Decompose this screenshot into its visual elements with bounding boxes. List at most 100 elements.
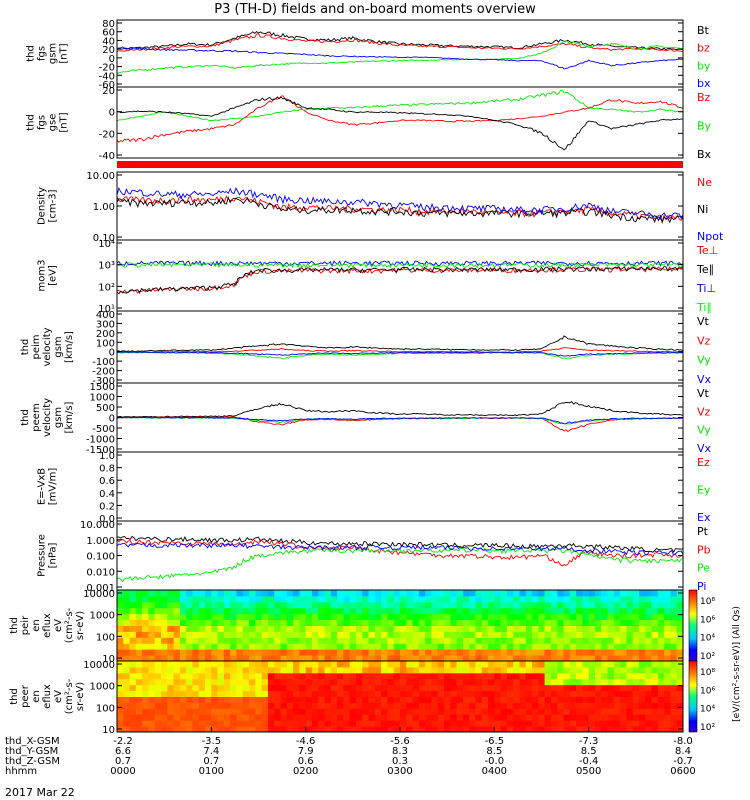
spectrogram-cell bbox=[274, 690, 282, 697]
spectrogram-cell bbox=[456, 625, 464, 632]
y-axis-label: E=-VxB bbox=[37, 468, 48, 505]
spectrogram-cell bbox=[620, 655, 627, 662]
spectrogram-cell bbox=[324, 637, 332, 644]
spectrogram-cell bbox=[532, 702, 539, 709]
spectrogram-cell bbox=[670, 619, 678, 626]
spectrogram-cell bbox=[343, 690, 351, 697]
spectrogram-cell bbox=[569, 714, 577, 721]
spectrogram-cell bbox=[261, 601, 269, 609]
legend-Pe: Pe bbox=[697, 562, 710, 575]
spectrogram-cell bbox=[381, 601, 388, 609]
spectrogram-cell bbox=[431, 625, 439, 632]
spectrogram-cell bbox=[305, 714, 313, 721]
y-tick-label: 10.000 bbox=[80, 520, 115, 531]
spectrogram-cell bbox=[355, 720, 363, 727]
spectrogram-cell bbox=[462, 666, 470, 674]
spectrogram-cell bbox=[198, 726, 206, 733]
legend-Npot: Npot bbox=[697, 230, 724, 243]
spectrogram-cell bbox=[330, 637, 338, 644]
series-line-Ti∥ bbox=[116, 261, 684, 269]
y-tick-label: 0 bbox=[109, 108, 115, 119]
spectrogram-cell bbox=[425, 643, 432, 650]
spectrogram-cell bbox=[632, 649, 640, 656]
spectrogram-cell bbox=[525, 726, 533, 733]
y-tick-label: 10¹ bbox=[98, 304, 115, 315]
spectrogram-cell bbox=[318, 708, 326, 715]
spectrogram-cell bbox=[601, 661, 609, 668]
spectrogram-cell bbox=[626, 684, 634, 692]
spectrogram-cell bbox=[525, 702, 533, 709]
y-tick-label: 10⁴ bbox=[98, 239, 115, 250]
spectrogram-cell bbox=[469, 726, 476, 733]
spectrogram-cell bbox=[167, 690, 175, 697]
spectrogram-cell bbox=[267, 595, 275, 603]
spectrogram-cell bbox=[513, 649, 520, 656]
spectrogram-cell bbox=[242, 607, 250, 615]
spectrogram-cell bbox=[186, 708, 193, 715]
spectrogram-cell bbox=[299, 601, 307, 609]
spectrogram-cell bbox=[261, 625, 269, 632]
spectrogram-cell bbox=[582, 590, 590, 597]
spectrogram-cell bbox=[632, 655, 640, 662]
spectrogram-cell bbox=[330, 684, 338, 692]
spectrogram-cell bbox=[154, 655, 162, 662]
spectrogram-cell bbox=[129, 684, 137, 692]
spectrogram-cell bbox=[330, 595, 338, 603]
spectrogram-cell bbox=[167, 714, 175, 721]
spectrogram-cell bbox=[205, 601, 212, 609]
spectrogram-cell bbox=[607, 720, 615, 727]
spectrogram-cell bbox=[588, 666, 596, 674]
spectrogram-cell bbox=[387, 590, 395, 597]
spectrogram-cell bbox=[425, 625, 432, 632]
spectrogram-cell bbox=[664, 619, 671, 626]
spectrogram-cell bbox=[450, 714, 458, 721]
spectrogram-cell bbox=[594, 625, 602, 632]
spectrogram-cell bbox=[469, 607, 476, 615]
spectrogram-cell bbox=[230, 649, 237, 656]
spectrogram-cell bbox=[267, 720, 275, 727]
spectrogram-cell bbox=[601, 631, 609, 638]
spectrogram-cell bbox=[135, 714, 143, 721]
spectrogram-cell bbox=[607, 696, 615, 703]
y-tick-label: 1.000 bbox=[86, 536, 115, 547]
spectrogram-cell bbox=[179, 637, 187, 644]
spectrogram-cell bbox=[576, 590, 583, 597]
spectrogram-cell bbox=[469, 619, 476, 626]
spectrogram-cell bbox=[368, 595, 376, 603]
spectrogram-cell bbox=[148, 643, 156, 650]
series-line-Vx bbox=[116, 351, 683, 357]
spectrogram-cell bbox=[255, 607, 263, 615]
spectrogram-cell bbox=[601, 708, 609, 715]
spectrogram-cell bbox=[154, 708, 162, 715]
spectrogram-cell bbox=[613, 684, 621, 692]
spectrogram-cell bbox=[506, 684, 514, 692]
spectrogram-cell bbox=[299, 637, 307, 644]
spectrogram-cell bbox=[236, 714, 244, 721]
spectrogram-cell bbox=[576, 637, 583, 644]
y-axis-label: eflux bbox=[42, 684, 53, 709]
spectrogram-cell bbox=[400, 643, 407, 650]
spectrogram-cell bbox=[330, 607, 338, 615]
spectrogram-cell bbox=[532, 708, 539, 715]
spectrogram-cell bbox=[532, 661, 539, 668]
spectrogram-cell bbox=[626, 601, 634, 609]
spectrogram-cell bbox=[179, 643, 187, 650]
spectrogram-cell bbox=[544, 708, 552, 715]
colorbar-tick-label: 10⁸ bbox=[700, 668, 715, 678]
spectrogram-cell bbox=[525, 708, 533, 715]
spectrogram-cell bbox=[393, 666, 401, 674]
spectrogram-cell bbox=[255, 690, 263, 697]
spectrogram-cell bbox=[179, 702, 187, 709]
spectrogram-cell bbox=[318, 590, 326, 597]
spectrogram-cell bbox=[513, 708, 520, 715]
series-bx: bx bbox=[117, 46, 711, 90]
spectrogram-cell bbox=[444, 702, 451, 709]
spectrogram-cell bbox=[293, 649, 300, 656]
spectrogram-cell bbox=[506, 607, 514, 615]
y-tick-label: 0.10 bbox=[93, 233, 115, 244]
spectrogram-cell bbox=[594, 708, 602, 715]
spectrogram-cell bbox=[406, 726, 414, 733]
spectrogram-cell bbox=[588, 637, 596, 644]
spectrogram-cell bbox=[519, 666, 527, 674]
spectrogram-cell bbox=[475, 661, 483, 668]
